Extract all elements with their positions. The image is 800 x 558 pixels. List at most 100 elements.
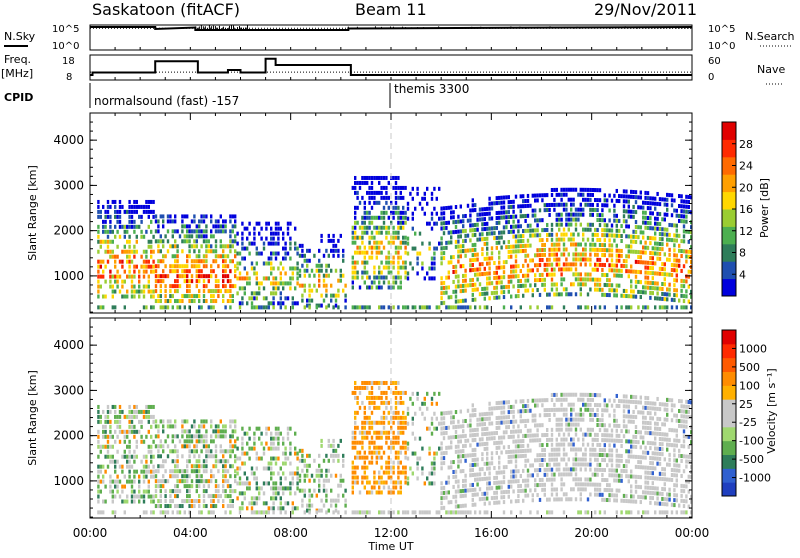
velocity-cell xyxy=(496,421,498,425)
power-cell xyxy=(563,277,565,281)
power-cell xyxy=(659,267,661,271)
power-cell xyxy=(491,281,493,285)
power-cell xyxy=(522,274,524,278)
velocity-cell xyxy=(383,426,385,430)
power-cell xyxy=(445,305,447,309)
velocity-cell xyxy=(152,455,154,459)
velocity-cell xyxy=(191,464,193,468)
power-cell xyxy=(455,275,457,279)
power-cell xyxy=(673,283,675,287)
power-cell xyxy=(244,286,246,290)
power-cell xyxy=(508,200,510,204)
power-cell xyxy=(196,284,198,288)
power-cell xyxy=(496,196,498,200)
power-cell xyxy=(640,225,642,229)
velocity-cell xyxy=(397,391,399,395)
velocity-cell xyxy=(330,504,332,508)
velocity-cell xyxy=(102,500,104,504)
power-cell xyxy=(604,243,606,247)
velocity-cell xyxy=(359,456,361,460)
power-cell xyxy=(628,210,630,214)
power-cell xyxy=(484,292,486,296)
velocity-cell xyxy=(433,427,435,431)
power-cell xyxy=(496,296,498,300)
power-cell xyxy=(198,274,200,278)
power-cell xyxy=(510,280,512,284)
power-cell xyxy=(402,226,404,230)
velocity-cell xyxy=(404,451,406,455)
power-cell xyxy=(632,210,634,214)
power-cell xyxy=(680,269,682,273)
power-cell xyxy=(536,228,538,232)
velocity-cell xyxy=(265,501,267,505)
power-cell xyxy=(364,261,366,265)
velocity-cell xyxy=(383,510,385,514)
velocity-cell xyxy=(191,434,193,438)
velocity-cell xyxy=(337,510,339,514)
velocity-cell xyxy=(145,475,147,479)
velocity-cell xyxy=(224,469,226,473)
power-cell xyxy=(647,191,649,195)
power-cell xyxy=(104,230,106,234)
power-cell xyxy=(616,269,618,273)
velocity-cell xyxy=(455,470,457,474)
power-cell xyxy=(376,276,378,280)
velocity-cell xyxy=(179,504,181,508)
velocity-cell xyxy=(280,481,282,485)
y-tick-label: 1000 xyxy=(53,269,84,283)
velocity-cell xyxy=(517,439,519,443)
velocity-cell xyxy=(270,506,272,510)
power-cell xyxy=(644,271,646,275)
velocity-cell xyxy=(253,447,255,451)
velocity-cell xyxy=(445,426,447,430)
velocity-cell xyxy=(488,437,490,441)
power-cell xyxy=(668,283,670,287)
power-cell xyxy=(640,240,642,244)
velocity-cell xyxy=(97,470,99,474)
power-cell xyxy=(193,214,195,218)
power-cell xyxy=(606,233,608,237)
power-cell xyxy=(575,267,577,271)
power-cell xyxy=(253,291,255,295)
velocity-cell xyxy=(162,459,164,463)
velocity-cell xyxy=(222,499,224,503)
power-cell xyxy=(397,261,399,265)
power-cell xyxy=(373,276,375,280)
power-cell xyxy=(275,252,277,256)
velocity-cell xyxy=(227,479,229,483)
power-cell xyxy=(599,305,601,309)
power-cell xyxy=(176,244,178,248)
velocity-cell xyxy=(208,454,210,458)
velocity-cell xyxy=(128,420,130,424)
velocity-cell xyxy=(354,396,356,400)
power-cell xyxy=(659,212,661,216)
power-cell xyxy=(292,266,294,270)
power-cell xyxy=(294,247,296,251)
power-cell xyxy=(152,270,154,274)
power-cell xyxy=(659,305,661,309)
power-cell xyxy=(407,305,409,309)
power-cell xyxy=(486,262,488,266)
power-cell xyxy=(239,301,241,305)
velocity-cell xyxy=(431,417,433,421)
power-cell xyxy=(188,224,190,228)
velocity-cell xyxy=(388,461,390,465)
velocity-cell xyxy=(114,430,116,434)
power-cell xyxy=(248,232,250,236)
velocity-cell xyxy=(280,501,282,505)
velocity-cell xyxy=(524,459,526,463)
velocity-cell xyxy=(198,484,200,488)
velocity-cell xyxy=(508,460,510,464)
velocity-cell xyxy=(104,470,106,474)
power-cell xyxy=(464,284,466,288)
velocity-cell xyxy=(428,481,430,485)
velocity-cell xyxy=(359,441,361,445)
power-cell xyxy=(104,265,106,269)
velocity-cell xyxy=(200,464,202,468)
power-cell xyxy=(572,257,574,261)
freq-label: Freq. xyxy=(4,53,31,66)
velocity-cell xyxy=(368,426,370,430)
power-cell xyxy=(556,282,558,286)
velocity-cell xyxy=(337,499,339,503)
power-cell xyxy=(284,281,286,285)
